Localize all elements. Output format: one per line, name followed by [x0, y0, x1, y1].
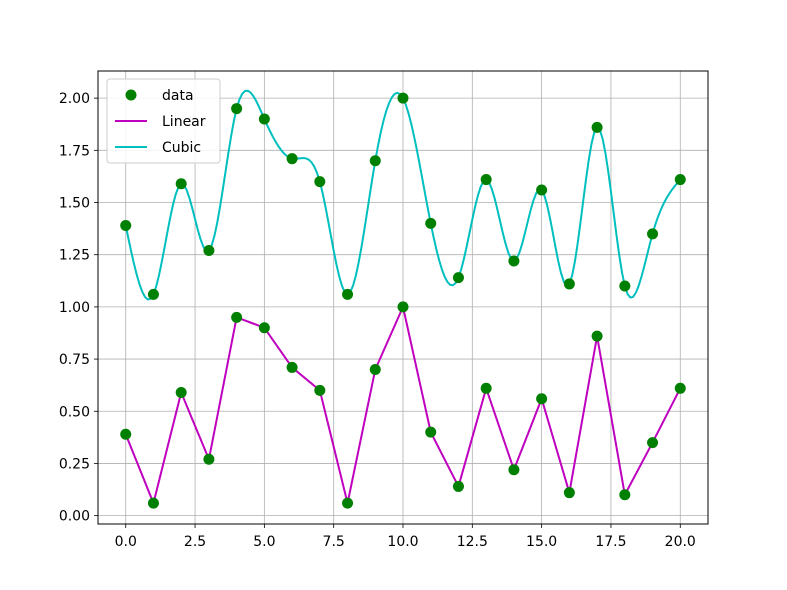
data-point: [258, 113, 270, 125]
legend-label-data: data: [162, 88, 194, 104]
series-layer: [120, 89, 686, 509]
data-point: [536, 184, 548, 196]
data-point: [619, 489, 631, 501]
data-point: [674, 382, 686, 394]
x-tick-label: 15.0: [526, 534, 557, 550]
data-point: [286, 153, 298, 165]
y-tick-label: 1.25: [59, 248, 90, 264]
ticks: 0.0 2.5 5.0 7.5 10.0 12.5 15.0 17.5 20.0 0.00 0.25…: [59, 91, 696, 550]
x-tick-label: 12.5: [457, 534, 488, 550]
data-point: [314, 384, 326, 396]
data-point: [563, 487, 575, 499]
data-point: [563, 278, 575, 290]
legend-label-cubic: Cubic: [162, 140, 201, 156]
x-tick-label: 2.5: [184, 534, 206, 550]
legend-marker-data: [125, 89, 137, 101]
y-tick-label: 1.50: [59, 196, 90, 212]
y-tick-label: 1.00: [59, 300, 90, 316]
x-tick-label: 0.0: [115, 534, 137, 550]
data-point: [452, 272, 464, 284]
data-point: [397, 92, 409, 104]
data-point: [425, 217, 437, 229]
data-point: [452, 480, 464, 492]
data-point: [286, 361, 298, 373]
x-tick-label: 7.5: [323, 534, 345, 550]
data-point: [120, 428, 132, 440]
data-point: [536, 393, 548, 405]
data-point: [369, 364, 381, 376]
data-point: [397, 301, 409, 313]
data-point: [342, 288, 354, 300]
y-tick-label: 1.75: [59, 143, 90, 159]
x-tick-label: 20.0: [665, 534, 696, 550]
x-tick-label: 17.5: [595, 534, 626, 550]
data-point: [480, 382, 492, 394]
legend: data Linear Cubic: [106, 78, 221, 164]
data-point: [369, 155, 381, 167]
y-tick-label: 0.75: [59, 352, 90, 368]
data-point: [508, 255, 520, 267]
y-tick-label: 0.25: [59, 456, 90, 472]
data-point: [647, 437, 659, 449]
data-point: [425, 426, 437, 438]
data-point: [203, 453, 215, 465]
y-tick-label: 2.00: [59, 91, 90, 107]
data-point: [175, 178, 187, 190]
legend-box: [106, 78, 221, 164]
legend-label-linear: Linear: [162, 114, 206, 130]
data-point: [147, 288, 159, 300]
data-point: [591, 330, 603, 342]
data-point: [342, 497, 354, 509]
data-point: [674, 174, 686, 186]
data-point: [314, 176, 326, 188]
y-tick-label: 0.50: [59, 404, 90, 420]
data-point: [591, 121, 603, 133]
data-point: [203, 245, 215, 257]
data-point: [258, 322, 270, 334]
y-tick-label: 0.00: [59, 509, 90, 525]
x-tick-label: 5.0: [253, 534, 275, 550]
data-point: [619, 280, 631, 292]
data-point: [508, 464, 520, 476]
data-point: [231, 311, 243, 323]
x-tick-label: 10.0: [387, 534, 418, 550]
data-point: [120, 219, 132, 231]
data-point: [147, 497, 159, 509]
data-point: [231, 103, 243, 115]
data-point: [175, 386, 187, 398]
data-point: [480, 174, 492, 186]
data-point: [647, 228, 659, 240]
